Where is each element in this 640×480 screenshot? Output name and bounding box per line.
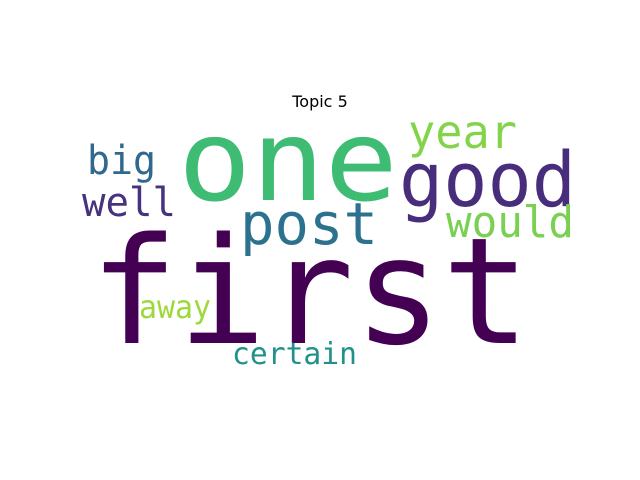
word-away: away: [139, 288, 211, 326]
word-first: first: [90, 206, 530, 378]
word-one: one: [178, 97, 398, 227]
word-certain: certain: [232, 337, 357, 372]
word-year: year: [408, 105, 517, 159]
figure-title: Topic 5: [292, 92, 348, 111]
word-well: well: [82, 180, 176, 226]
word-would: would: [446, 197, 574, 248]
word-big: big: [87, 138, 156, 184]
word-good: good: [399, 135, 576, 224]
word-post: post: [240, 190, 378, 258]
